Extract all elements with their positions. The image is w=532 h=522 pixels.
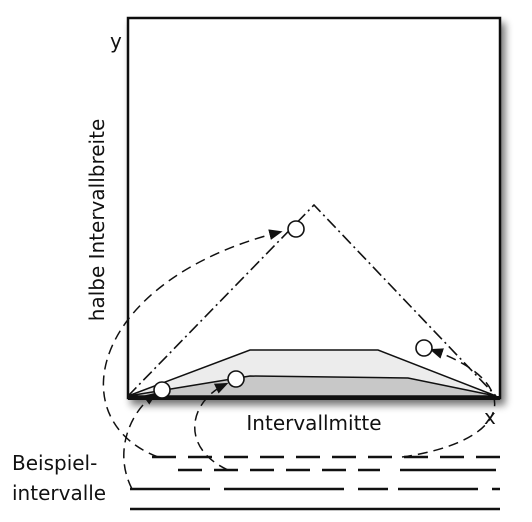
y-axis-letter: y [110, 29, 122, 53]
triangle-boundary [127, 203, 497, 397]
mapping-arrow [194, 382, 229, 471]
legend-label-line2: intervalle [12, 481, 106, 505]
plot-frame [126, 16, 502, 400]
x-axis-letter: x [484, 405, 496, 429]
data-point [415, 339, 433, 357]
data-point [153, 381, 171, 399]
legend-label-line1: Beispiel- [12, 451, 97, 475]
y-axis-title: halbe Intervallbreite [85, 119, 109, 321]
data-point [287, 220, 305, 238]
mapping-arrow [401, 348, 496, 458]
mapping-arrow [123, 392, 158, 490]
mapping-arrow [102, 229, 283, 458]
x-axis-title: Intervallmitte [246, 411, 381, 435]
data-point [227, 370, 245, 388]
